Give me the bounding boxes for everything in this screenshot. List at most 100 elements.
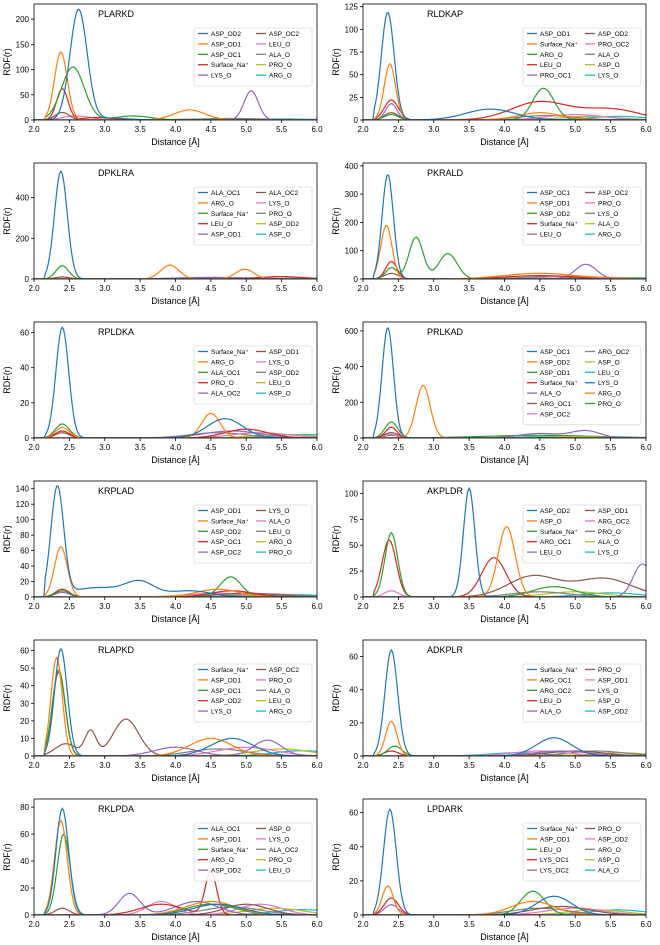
y-tick-label: 0: [354, 752, 359, 761]
y-tick-label: 20: [349, 719, 358, 728]
y-tick-label: 40: [349, 843, 358, 852]
series-line-ala-o: [363, 429, 646, 438]
y-tick-label: 200: [16, 234, 30, 243]
x-tick-label: 4.0: [499, 602, 511, 611]
series-line-surface-na-: [363, 531, 646, 597]
legend-entry: ASP_OD2: [540, 359, 570, 366]
legend-entry: ASP_O: [269, 391, 291, 398]
x-tick-label: 2.5: [64, 761, 76, 770]
chart-title: RKLPDA: [98, 804, 134, 814]
legend-entry: Surface_Na⁺: [540, 826, 578, 833]
legend-entry: ALA_O: [598, 868, 619, 875]
x-tick-label: 5.5: [605, 761, 617, 770]
legend: ASP_OC1 ASP_OD2 ASP_OD1 Surface_Na⁺ ALA_O ARG…: [522, 345, 642, 426]
series-line-asp-o: [34, 433, 317, 438]
legend-entry: LEU_O: [598, 370, 619, 377]
y-tick-label: 50: [349, 541, 358, 550]
y-axis-label: RDF(r): [331, 366, 341, 394]
y-tick-label: 30: [20, 699, 29, 708]
x-tick-label: 4.0: [499, 284, 511, 293]
legend-entry: ASP_OD2: [211, 31, 241, 38]
chart-panel-rpldka: 2.0 2.5 3.0 3.5 4.0 4.5 5.0 5.5 6.0 0 20 40 60 Distan…: [2, 321, 323, 465]
legend-entry: Surface_Na⁺: [540, 667, 578, 674]
y-tick-label: 80: [20, 803, 29, 812]
series-line-asp-od1: [363, 574, 646, 597]
legend: ASP_OD1 Surface_Na⁺ ASP_OD2 ASP_OC1 ASP_OC2 L…: [193, 504, 313, 564]
legend-entry: LYS_O: [211, 73, 231, 80]
y-tick-label: 40: [20, 364, 29, 373]
x-tick-label: 2.0: [357, 602, 369, 611]
chart-title: PKRALD: [427, 168, 464, 178]
x-tick-label: 4.5: [205, 920, 217, 929]
x-tick-label: 4.5: [534, 284, 546, 293]
x-tick-label: 3.0: [428, 761, 440, 770]
x-tick-label: 4.5: [205, 284, 217, 293]
y-tick-label: 125: [345, 3, 359, 12]
y-tick-label: 0: [25, 752, 30, 761]
chart-panel-akpldr: 2.0 2.5 3.0 3.5 4.0 4.5 5.0 5.5 6.0 0 25 50 75 100 Dis…: [331, 480, 652, 624]
legend-entry: ARG_O: [598, 847, 621, 854]
x-axis-label: Distance [Å]: [480, 614, 529, 624]
legend-entry: ALA_OC1: [211, 826, 241, 833]
x-tick-label: 3.0: [99, 125, 111, 134]
legend-entry: ARG_O: [269, 539, 292, 546]
x-tick-label: 3.0: [428, 443, 440, 452]
y-tick-label: 40: [20, 682, 29, 691]
chart-panel-lpdark: 2.0 2.5 3.0 3.5 4.0 4.5 5.0 5.5 6.0 0 20 40 60 Distan…: [331, 798, 652, 942]
x-tick-label: 2.5: [393, 125, 405, 134]
y-tick-label: 100: [16, 66, 30, 75]
legend-entry: Surface_Na⁺: [211, 349, 249, 356]
x-tick-label: 5.5: [276, 761, 288, 770]
x-tick-label: 5.5: [605, 602, 617, 611]
legend-entry: ASP_OD1: [598, 677, 628, 684]
x-axis-label: Distance [Å]: [480, 932, 529, 942]
x-tick-label: 6.0: [640, 125, 652, 134]
legend-entry: LEU_O: [269, 868, 290, 875]
y-tick-label: 400: [345, 162, 359, 171]
legend-entry: PRO_O: [598, 401, 621, 408]
x-tick-label: 2.0: [28, 761, 40, 770]
x-tick-label: 6.0: [640, 443, 652, 452]
legend-entry: ASP_OD1: [211, 508, 241, 515]
legend-entry: ASP_OD1: [598, 508, 628, 515]
legend-entry: ASP_OD2: [598, 709, 628, 716]
y-tick-label: 200: [345, 218, 359, 227]
x-tick-label: 4.0: [499, 761, 511, 770]
y-axis-label: RDF(r): [2, 684, 12, 712]
x-axis-label: Distance [Å]: [480, 137, 529, 147]
legend-entry: Surface_Na⁺: [211, 847, 249, 854]
legend-entry: LYS_O: [598, 688, 618, 695]
legend-entry: ARG_OC2: [598, 518, 629, 525]
x-tick-label: 2.5: [64, 125, 76, 134]
series-line-leu-o: [363, 263, 646, 279]
legend-entry: ASP_O: [540, 518, 562, 525]
x-tick-label: 4.0: [170, 125, 182, 134]
y-tick-label: 100: [345, 25, 359, 34]
legend: Surface_Na⁺ ASP_OD1 LEU_O LYS_OC1 LYS_OC2 PRO…: [522, 822, 642, 882]
y-axis-label: RDF(r): [331, 843, 341, 871]
legend-entry: ASP_OD2: [211, 698, 241, 705]
legend-entry: LYS_O: [598, 211, 618, 218]
legend-entry: Surface_Na⁺: [540, 529, 578, 536]
chart-title: AKPLDR: [427, 486, 464, 496]
x-tick-label: 2.5: [393, 761, 405, 770]
x-tick-label: 4.0: [499, 920, 511, 929]
legend-entry: ARG_O: [540, 52, 563, 59]
y-tick-label: 0: [25, 116, 30, 125]
x-axis-label: Distance [Å]: [151, 296, 200, 306]
x-tick-label: 4.0: [499, 443, 511, 452]
x-tick-label: 5.0: [241, 443, 253, 452]
x-tick-label: 2.0: [357, 443, 369, 452]
x-tick-label: 2.0: [28, 443, 40, 452]
y-tick-label: 60: [20, 647, 29, 656]
legend-entry: ARG_O: [598, 391, 621, 398]
x-tick-label: 3.0: [99, 602, 111, 611]
legend-entry: ALA_OC1: [211, 190, 241, 197]
chart-panel-rlapkd: 2.0 2.5 3.0 3.5 4.0 4.5 5.0 5.5 6.0 0 10 20 30 40 50 60…: [2, 639, 323, 783]
x-tick-label: 5.0: [570, 602, 582, 611]
legend-entry: ARG_OC2: [598, 349, 629, 356]
legend-entry: ASP_OD1: [540, 31, 570, 38]
x-tick-label: 3.5: [135, 284, 147, 293]
y-tick-label: 0: [354, 911, 359, 920]
